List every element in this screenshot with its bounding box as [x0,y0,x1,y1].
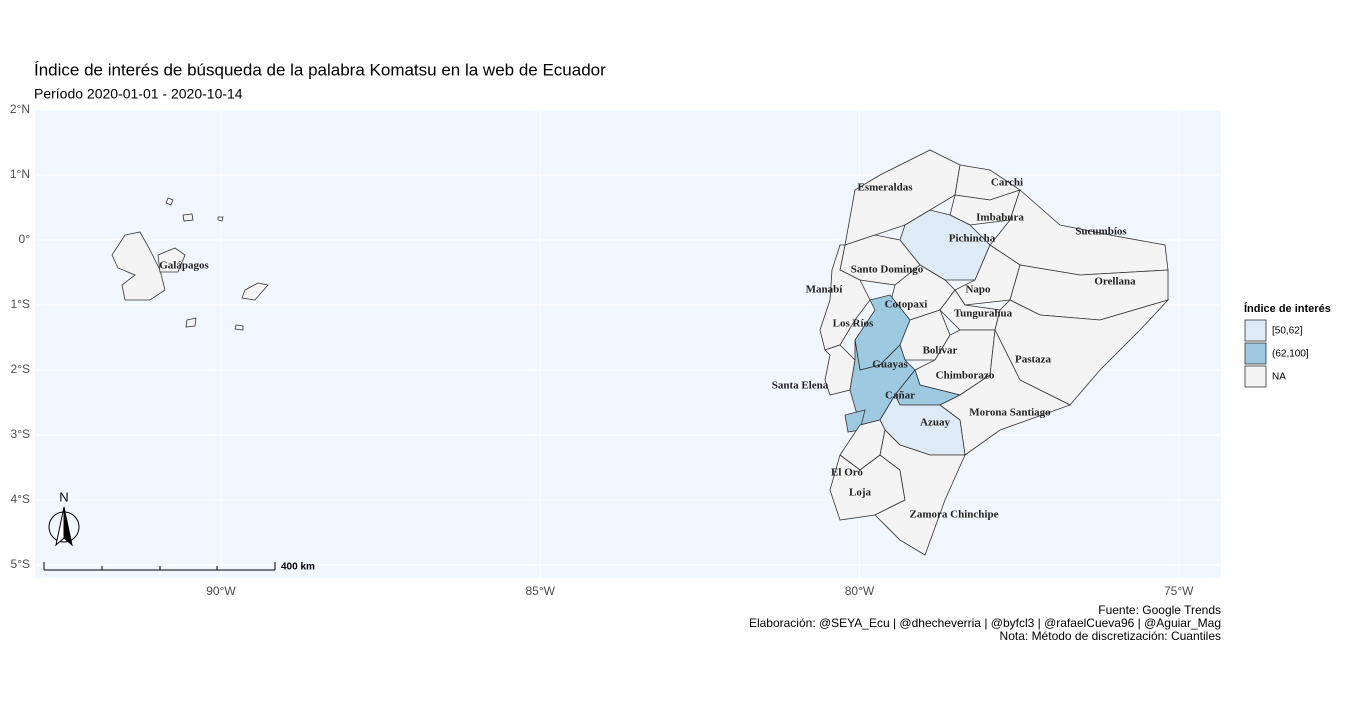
province-shape [157,247,186,273]
province-label: Pastaza [1015,354,1052,366]
lat-tick-label: 5°S [11,557,30,571]
scale-bar [43,562,276,571]
lat-tick-label: 3°S [11,427,30,441]
province-label: Napo [965,284,991,296]
lat-tick-label: 1°N [10,167,30,181]
north-arrow: N [48,489,80,547]
province-shape [874,429,966,556]
lat-tick-label: 0° [19,232,31,246]
province-label: Zamora Chinchipe [910,509,999,521]
province-label: Morona Santiago [969,407,1051,419]
caption-line: Fuente: Google Trends [1098,603,1221,617]
province-label: Tungurahua [954,308,1013,320]
province-shape [185,317,197,328]
title: Índice de interés de búsqueda de la pala… [34,60,606,79]
scale-label: 400 km [281,562,315,573]
province-label: Santo Domingo [851,264,924,276]
lon-tick-label: 90°W [206,584,236,598]
legend-label: [50,62] [1272,326,1303,337]
province-label: Sucumbíos [1075,226,1127,238]
province-label: Cotopaxi [885,299,928,311]
lat-tick-label: 2°S [11,362,30,376]
province-shape [241,282,269,301]
lon-tick-label: 75°W [1164,584,1194,598]
province-shape [111,231,166,301]
legend-swatch [1244,365,1267,388]
north-label: N [59,489,68,504]
province-label: Pichincha [949,233,996,245]
province-label: Chimborazo [936,370,995,382]
province-label: Imbabura [976,212,1024,224]
province-shape [234,324,244,331]
province-label: Bolívar [923,345,958,357]
legend-swatch [1244,319,1267,342]
lat-tick-label: 2°N [10,102,30,116]
province-shape [217,216,224,222]
legend-label: NA [1272,372,1286,383]
province-label: Manabí [806,284,844,296]
caption-line: Elaboración: @SEYA_Ecu | @dhecheverria |… [749,616,1221,630]
province-label: Loja [849,487,872,499]
province-label: Carchi [991,177,1023,189]
lat-tick-label: 4°S [11,492,30,506]
province-label: Orellana [1094,276,1136,288]
province-label: Cañar [885,390,915,402]
legend-label: (62,100] [1272,349,1309,360]
lat-tick-label: 1°S [11,297,30,311]
province-label: Santa Elena [772,380,829,392]
lon-tick-label: 80°W [845,584,875,598]
province-label: Galápagos [159,260,209,272]
province-label: Esmeraldas [858,182,914,194]
province-shape [994,299,1170,406]
legend-swatch [1244,342,1267,365]
province-shape [165,197,174,206]
province-label: Guayas [872,359,908,371]
province-shape [819,244,871,351]
province-label: Azuay [920,417,950,429]
province-label: Los Ríos [833,318,874,330]
legend-title: Índice de interés [1244,302,1331,315]
lon-tick-label: 85°W [526,584,556,598]
subtitle: Período 2020-01-01 - 2020-10-14 [34,86,243,102]
province-shape [182,213,194,222]
province-label: El Oro [831,467,863,479]
caption-line: Nota: Método de discretización: Cuantile… [1000,629,1221,643]
